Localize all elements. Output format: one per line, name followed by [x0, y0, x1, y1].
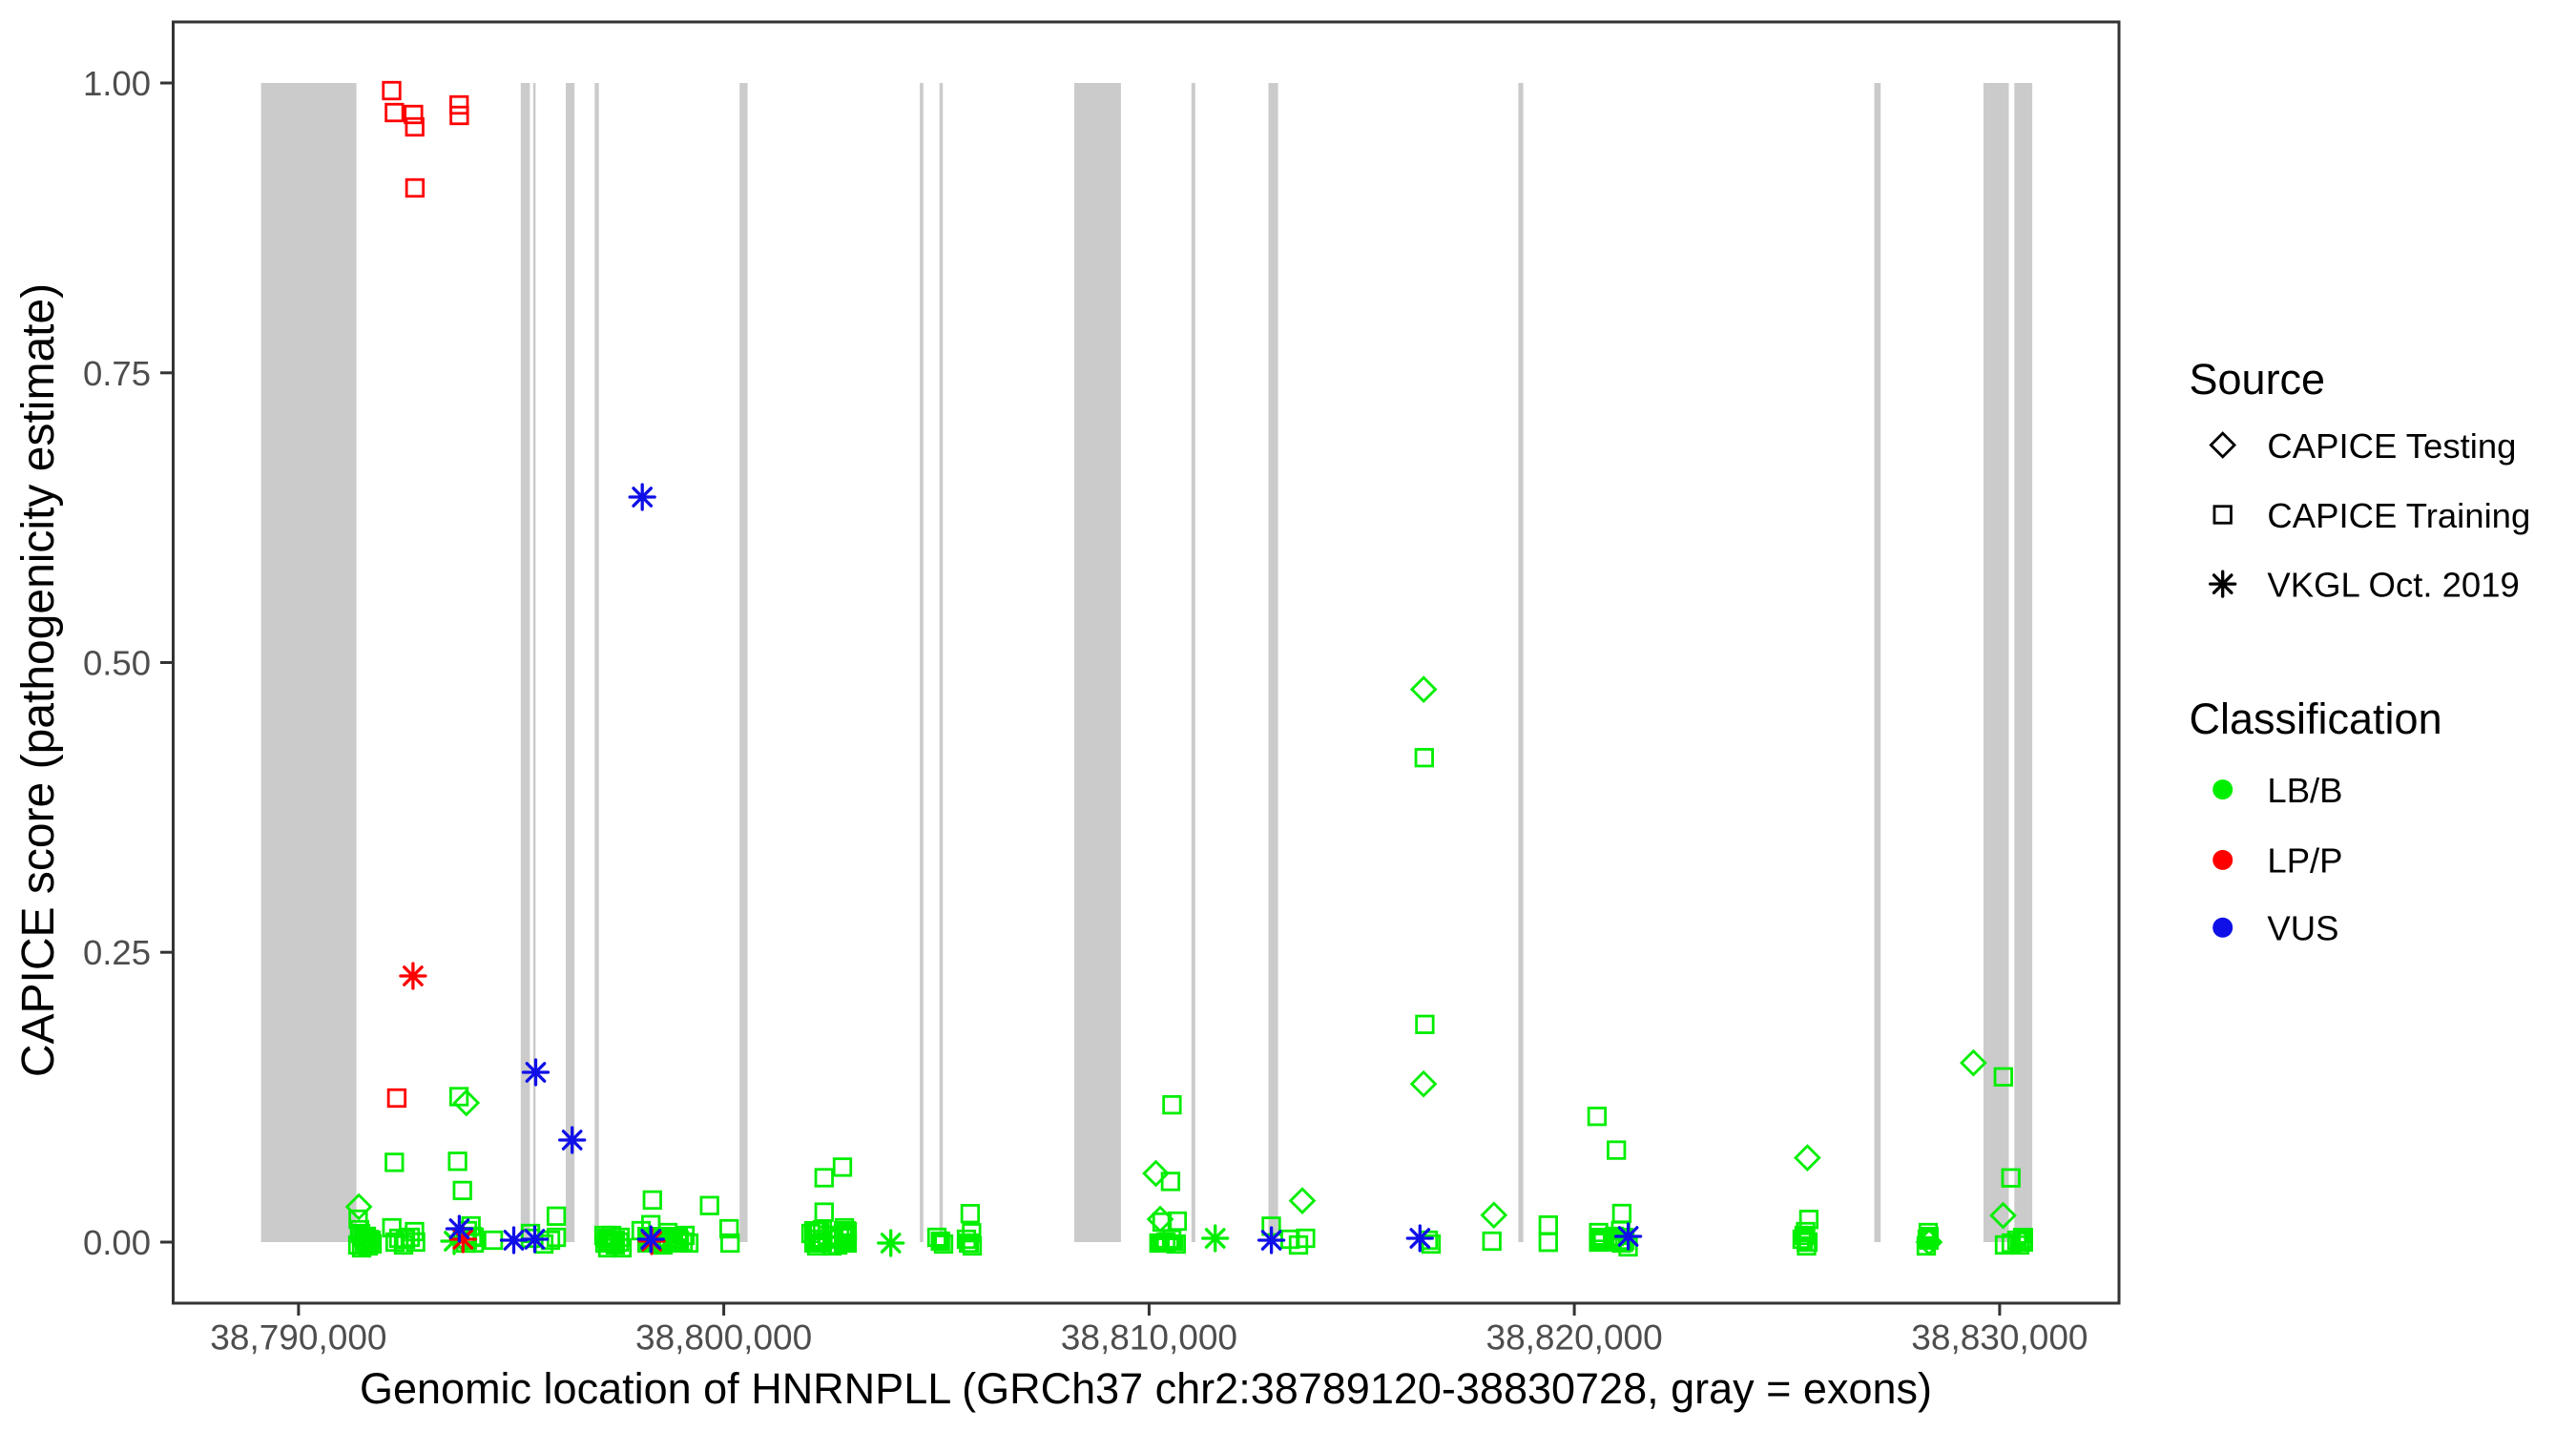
svg-text:1.00: 1.00	[83, 64, 151, 103]
svg-text:VKGL Oct. 2019: VKGL Oct. 2019	[2267, 565, 2519, 604]
svg-text:38,830,000: 38,830,000	[1911, 1318, 2088, 1358]
svg-text:Classification: Classification	[2190, 695, 2442, 743]
svg-text:38,800,000: 38,800,000	[635, 1318, 812, 1358]
svg-text:Source: Source	[2190, 355, 2326, 404]
svg-text:0.50: 0.50	[83, 644, 151, 683]
svg-text:CAPICE Testing: CAPICE Testing	[2267, 426, 2516, 466]
svg-text:0.75: 0.75	[83, 354, 151, 393]
svg-text:38,790,000: 38,790,000	[210, 1318, 386, 1358]
svg-text:LB/B: LB/B	[2267, 771, 2342, 810]
svg-text:CAPICE Training: CAPICE Training	[2267, 496, 2530, 535]
svg-text:VUS: VUS	[2267, 909, 2338, 948]
svg-text:38,820,000: 38,820,000	[1486, 1318, 1663, 1358]
svg-text:Genomic location of HNRNPLL (G: Genomic location of HNRNPLL (GRCh37 chr2…	[360, 1364, 1932, 1413]
svg-text:LP/P: LP/P	[2267, 841, 2342, 881]
svg-text:38,810,000: 38,810,000	[1061, 1318, 1237, 1358]
svg-text:0.25: 0.25	[83, 933, 151, 972]
svg-text:CAPICE score (pathogenicity es: CAPICE score (pathogenicity estimate)	[13, 283, 64, 1077]
svg-text:0.00: 0.00	[83, 1223, 151, 1262]
